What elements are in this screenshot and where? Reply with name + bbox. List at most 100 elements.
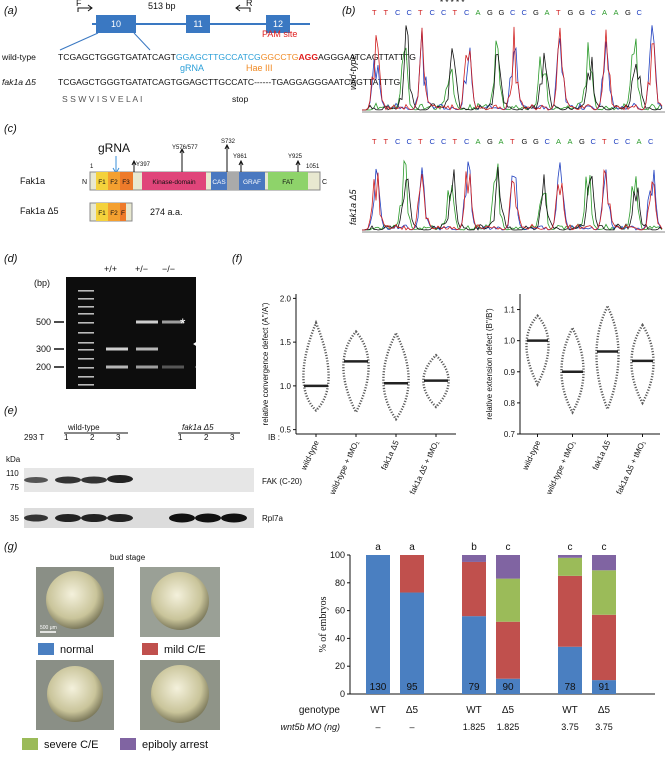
ladder-band — [78, 358, 94, 360]
seq-part: AGG — [298, 52, 318, 62]
pam-label: PAM site — [262, 29, 297, 39]
panel-label: (d) — [4, 253, 18, 265]
amplicon-size: 513 bp — [148, 1, 176, 11]
domain-label: GRAF — [243, 179, 261, 186]
asterisk: * — [180, 315, 186, 331]
stop-label: stop — [232, 94, 248, 104]
legend-label: mild C/E — [164, 644, 206, 656]
spread — [382, 330, 410, 422]
x-tick-label: Δ5 — [406, 705, 419, 716]
legend-label: severe C/E — [44, 739, 98, 751]
y-tick-label: 20 — [335, 661, 345, 671]
y-tick-label: 0.9 — [504, 368, 516, 377]
domain-label: F2 — [110, 210, 118, 217]
lane-label: 1 — [178, 433, 183, 442]
trace — [362, 38, 663, 111]
arrow — [195, 363, 210, 371]
y-tick-label: 0.8 — [504, 399, 516, 408]
protein-name: Fak1a — [20, 176, 45, 186]
marker-label: 75 — [10, 483, 19, 492]
band — [162, 320, 184, 324]
legend-swatch — [120, 738, 136, 750]
x-tick-label: Δ5 — [598, 705, 611, 716]
ladder-band — [78, 298, 94, 300]
bar-segment — [496, 621, 520, 679]
y-tick-label: 2.0 — [280, 294, 292, 303]
y-tick-label: 1.0 — [504, 337, 516, 346]
spread — [630, 322, 655, 406]
domain-bar — [89, 171, 321, 191]
ladder-band — [78, 290, 94, 292]
domain-label: Kinase-domain — [152, 179, 196, 186]
unit: kDa — [6, 455, 21, 464]
bar-segment — [592, 680, 616, 694]
trace — [362, 169, 663, 231]
x-tick-label: fak1a Δ5 + tMO₁ — [614, 439, 647, 496]
lane-label: 3 — [230, 433, 235, 442]
n-label: 130 — [370, 682, 387, 693]
x-tick-label: WT — [466, 705, 482, 716]
panel-label: (f) — [232, 253, 243, 265]
terminus: N — [82, 179, 87, 186]
seq-part: TCGAGCTGGGTGATATCAGT — [58, 52, 177, 62]
marker-label: 200 — [36, 362, 51, 372]
letter: c — [568, 542, 573, 553]
y-tick-label: 100 — [330, 550, 345, 560]
spread — [525, 313, 550, 387]
n-label: 78 — [564, 682, 576, 693]
row-label: wnt5b MO (ng) — [280, 722, 340, 732]
letter: b — [471, 542, 477, 553]
dose-label: 1.825 — [463, 722, 486, 732]
bar-segment — [558, 557, 582, 576]
trace-label: wild-type — [348, 54, 358, 90]
bar-segment — [558, 646, 582, 694]
ladder-band — [78, 306, 94, 308]
lane-label: −/− — [162, 264, 175, 274]
letter: c — [602, 542, 607, 553]
site-arrows — [131, 143, 301, 172]
bar-segment — [558, 555, 582, 558]
marker-label: 35 — [10, 514, 19, 523]
band — [136, 365, 158, 369]
y-tick-label: 40 — [335, 633, 345, 643]
n-label: 95 — [406, 682, 418, 693]
y-tick-label: 1.5 — [280, 338, 292, 347]
domain-label: F1 — [98, 179, 106, 186]
exon-label: 10 — [111, 19, 121, 29]
spread — [422, 353, 450, 409]
y-axis-label: % of embryos — [318, 596, 329, 652]
band — [136, 347, 158, 351]
site-label: Y925 — [288, 154, 303, 160]
domain-label: FAT — [282, 179, 293, 186]
bar-segment — [592, 570, 616, 615]
marker-label: 110 — [6, 469, 19, 478]
bar-segment — [592, 614, 616, 681]
letter: a — [409, 542, 415, 553]
x-tick-label: WT — [370, 705, 386, 716]
spread — [560, 325, 585, 415]
legend-swatch — [22, 738, 38, 750]
domain-label: CAS — [212, 179, 226, 186]
amino-acids: S S W V I S V E L A I — [62, 94, 142, 104]
ladder-band — [78, 342, 94, 344]
x-tick-label: WT — [562, 705, 578, 716]
seq-part: GGCCTG — [261, 52, 299, 62]
x-tick-label: Δ5 — [502, 705, 515, 716]
length-label: 274 a.a. — [150, 207, 183, 217]
legend-swatch — [38, 643, 54, 655]
ladder-band — [78, 313, 94, 315]
blot — [24, 468, 254, 528]
lane-label: 3 — [116, 433, 121, 442]
x-tick-label: fak1a Δ5 — [591, 439, 613, 472]
ib-label: IB : — [268, 433, 280, 442]
n-label: 91 — [598, 682, 610, 693]
mutant-bar — [89, 202, 133, 222]
gel — [66, 277, 196, 389]
site-label: S732 — [221, 139, 236, 145]
bar-segment — [592, 555, 616, 571]
ladder-band — [78, 384, 94, 386]
haeiii-label: Hae III — [246, 63, 273, 73]
dose-label: – — [409, 722, 414, 732]
